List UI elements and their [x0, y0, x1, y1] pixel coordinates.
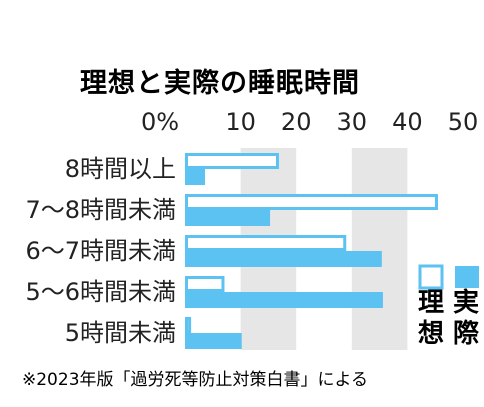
- legend-actual-char2: 際: [453, 319, 479, 349]
- x-tick-label: 40: [392, 108, 423, 136]
- x-tick-label: 10: [225, 108, 256, 136]
- bar-actual: [185, 169, 206, 185]
- category-label: 5〜6時間未満: [25, 278, 176, 306]
- bar-ideal: [185, 317, 192, 333]
- bar-actual: [185, 210, 271, 226]
- bar-actual: [185, 333, 242, 349]
- x-tick-label: 0%: [141, 108, 179, 136]
- bar-ideal: [185, 235, 347, 251]
- category-label: 6〜7時間未満: [25, 237, 176, 265]
- bar-ideal: [185, 276, 225, 292]
- x-axis-ticks: 0% 10 20 30 40 50: [141, 108, 478, 136]
- x-tick-label: 20: [281, 108, 312, 136]
- legend-actual-char1: 実: [453, 287, 479, 318]
- band-30: [351, 148, 408, 350]
- bar-ideal: [185, 153, 279, 169]
- bars: [185, 153, 438, 349]
- source-note: ※2023年版「過労死等防止対策白書」による: [22, 370, 368, 390]
- category-labels: 8時間以上 7〜8時間未満 6〜7時間未満 5〜6時間未満 5時間未満: [25, 155, 176, 347]
- bar-actual: [185, 251, 382, 267]
- bar-actual: [185, 292, 383, 308]
- chart-title: 理想と実際の睡眠時間: [80, 67, 360, 99]
- x-tick-label: 30: [337, 108, 368, 136]
- legend: 理 想 実 際: [418, 264, 479, 349]
- category-label: 8時間以上: [65, 155, 176, 183]
- category-label: 7〜8時間未満: [25, 196, 176, 224]
- legend-ideal-char2: 想: [418, 319, 444, 349]
- x-tick-label: 50: [448, 108, 479, 136]
- legend-ideal-swatch: [418, 264, 444, 290]
- category-label: 5時間未満: [65, 319, 176, 347]
- legend-actual-swatch: [455, 266, 479, 288]
- legend-ideal-char1: 理: [418, 288, 444, 318]
- bar-ideal: [185, 194, 438, 210]
